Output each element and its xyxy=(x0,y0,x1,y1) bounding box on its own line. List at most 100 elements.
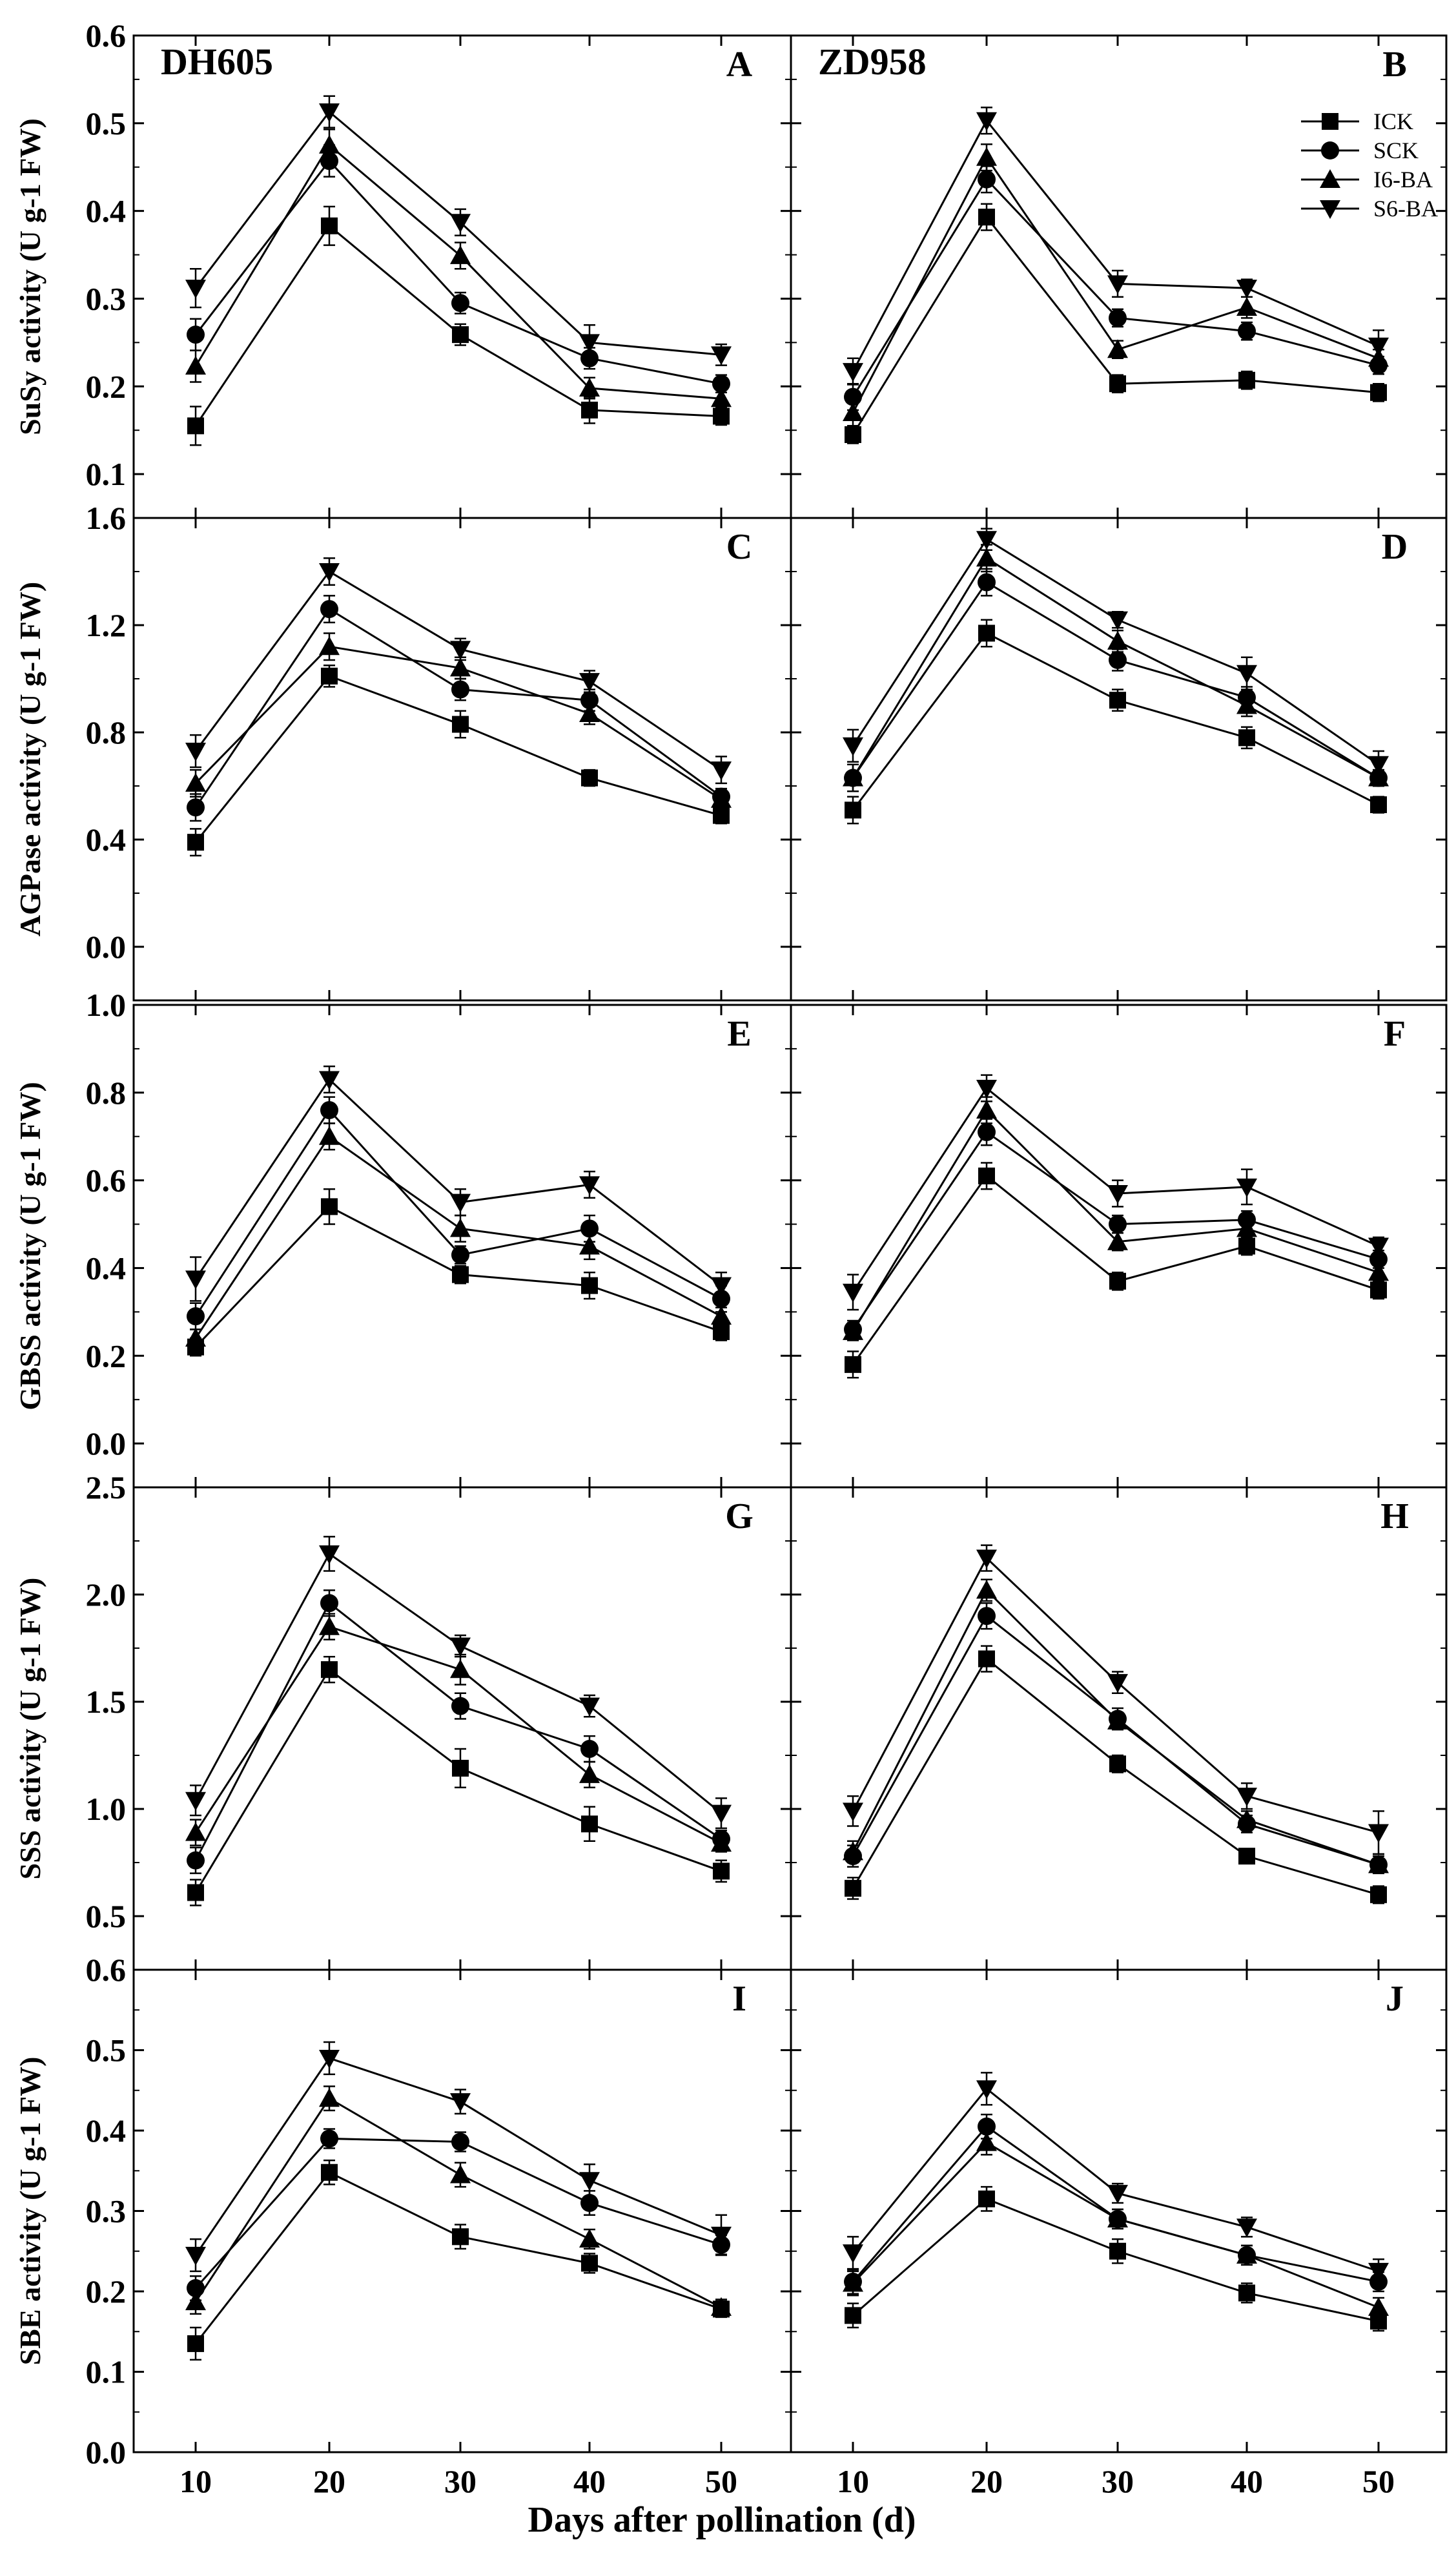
series-S6-BA xyxy=(185,1536,732,1830)
series-ICK xyxy=(845,1162,1387,1379)
data-point xyxy=(185,743,206,762)
data-point xyxy=(1107,630,1128,650)
data-point xyxy=(1109,2242,1126,2260)
data-point xyxy=(579,334,600,353)
data-point xyxy=(579,2229,600,2248)
data-point xyxy=(321,2164,338,2181)
data-point xyxy=(185,1328,206,1347)
data-point xyxy=(579,1176,600,1195)
series-ICK xyxy=(187,665,730,857)
data-point xyxy=(450,245,471,264)
x-axis-title: Days after pollination (d) xyxy=(528,2500,916,2540)
data-point xyxy=(1238,2284,1255,2302)
data-point xyxy=(450,2164,471,2184)
data-point xyxy=(451,1697,469,1715)
data-point xyxy=(451,1246,469,1265)
data-point xyxy=(319,636,340,656)
y-tick-label: 0.8 xyxy=(86,1075,127,1111)
legend-marker xyxy=(1322,113,1338,130)
data-point xyxy=(1109,1272,1126,1290)
data-point xyxy=(187,2335,204,2352)
data-point xyxy=(978,625,995,642)
data-point xyxy=(1236,1178,1257,1197)
panel-letter: I xyxy=(732,1979,746,2019)
data-point xyxy=(976,548,997,567)
data-point xyxy=(1236,665,1257,684)
data-point xyxy=(713,1863,730,1880)
data-point xyxy=(843,1283,863,1303)
data-point xyxy=(319,103,340,123)
data-point xyxy=(976,2080,997,2100)
data-point xyxy=(450,641,471,660)
data-point xyxy=(976,1549,997,1569)
data-point xyxy=(843,2273,863,2292)
data-point xyxy=(1236,2244,1257,2264)
data-point xyxy=(1368,2262,1389,2282)
panel-I: 0.0 0.1 0.2 0.3 0.4 0.5 0.6 10 20 30 40 50 I xyxy=(86,1952,792,2499)
panel-H: H xyxy=(790,1486,1448,1971)
panel-J: 10 20 30 40 50 J xyxy=(790,1968,1448,2499)
data-point xyxy=(320,1594,338,1613)
y-tick-label: 0.4 xyxy=(86,821,127,858)
x-tick-label: 10 xyxy=(837,2463,869,2499)
data-point xyxy=(976,112,997,131)
panel-E: 0.0 0.2 0.4 0.6 0.8 1.0 E xyxy=(86,987,792,1489)
y-tick-label: 0.4 xyxy=(86,1250,127,1286)
series-I6-BA xyxy=(843,1578,1389,1874)
legend-item: ICK xyxy=(1301,108,1413,134)
data-point xyxy=(187,1851,205,1870)
data-point xyxy=(1236,1809,1257,1828)
x-tick-label: 30 xyxy=(1102,2463,1134,2499)
panel-letter: A xyxy=(726,45,753,85)
series-S6-BA xyxy=(843,528,1389,779)
data-point xyxy=(319,134,340,154)
data-point xyxy=(978,170,996,189)
data-point xyxy=(451,680,469,699)
data-point xyxy=(978,2190,995,2207)
data-point xyxy=(1236,2218,1257,2238)
x-tick-label: 40 xyxy=(573,2463,606,2499)
data-point xyxy=(452,716,469,733)
data-point xyxy=(321,1661,338,1678)
panel-letter: G xyxy=(725,1496,754,1536)
series-S6-BA xyxy=(843,107,1389,386)
series-ICK xyxy=(845,2185,1387,2332)
data-point xyxy=(319,1616,340,1635)
panels-layer: SuSy activity (U g-1 FW)0.10.20.30.40.50… xyxy=(14,17,1448,2499)
data-point xyxy=(843,767,863,787)
data-point xyxy=(451,2133,469,2151)
data-point xyxy=(713,408,730,425)
data-point xyxy=(581,2255,598,2272)
series-SCK xyxy=(187,1589,730,1874)
data-point xyxy=(319,1071,340,1090)
x-tick-label: 20 xyxy=(313,2463,345,2499)
data-point xyxy=(187,1884,204,1901)
legend-label: SCK xyxy=(1373,138,1419,163)
data-point xyxy=(1236,1788,1257,1807)
y-axis-title: GBSS activity (U g-1 FW) xyxy=(14,1082,46,1410)
series-ICK xyxy=(187,205,730,446)
data-point xyxy=(1238,729,1255,747)
data-point xyxy=(711,789,732,808)
y-tick-label: 0.8 xyxy=(86,714,127,750)
data-point xyxy=(581,1815,598,1833)
legend: ICK SCK I6-BA S6-BA xyxy=(1301,108,1438,222)
cultivar-label: ZD958 xyxy=(818,41,927,83)
data-point xyxy=(321,667,338,685)
data-point xyxy=(1368,1262,1389,1281)
data-point xyxy=(581,401,598,418)
data-point xyxy=(1370,796,1387,814)
data-point xyxy=(319,563,340,582)
y-tick-label: 2.0 xyxy=(86,1576,127,1613)
y-tick-label: 0.2 xyxy=(86,2273,127,2309)
series-ICK xyxy=(187,1656,730,1906)
data-point xyxy=(450,1659,471,1678)
legend-label: I6-BA xyxy=(1373,167,1433,192)
data-point xyxy=(320,600,338,619)
data-point xyxy=(451,294,469,313)
data-point xyxy=(1238,1848,1255,1865)
data-point xyxy=(185,1822,206,1841)
data-point xyxy=(185,356,206,375)
y-tick-label: 0.2 xyxy=(86,368,127,404)
